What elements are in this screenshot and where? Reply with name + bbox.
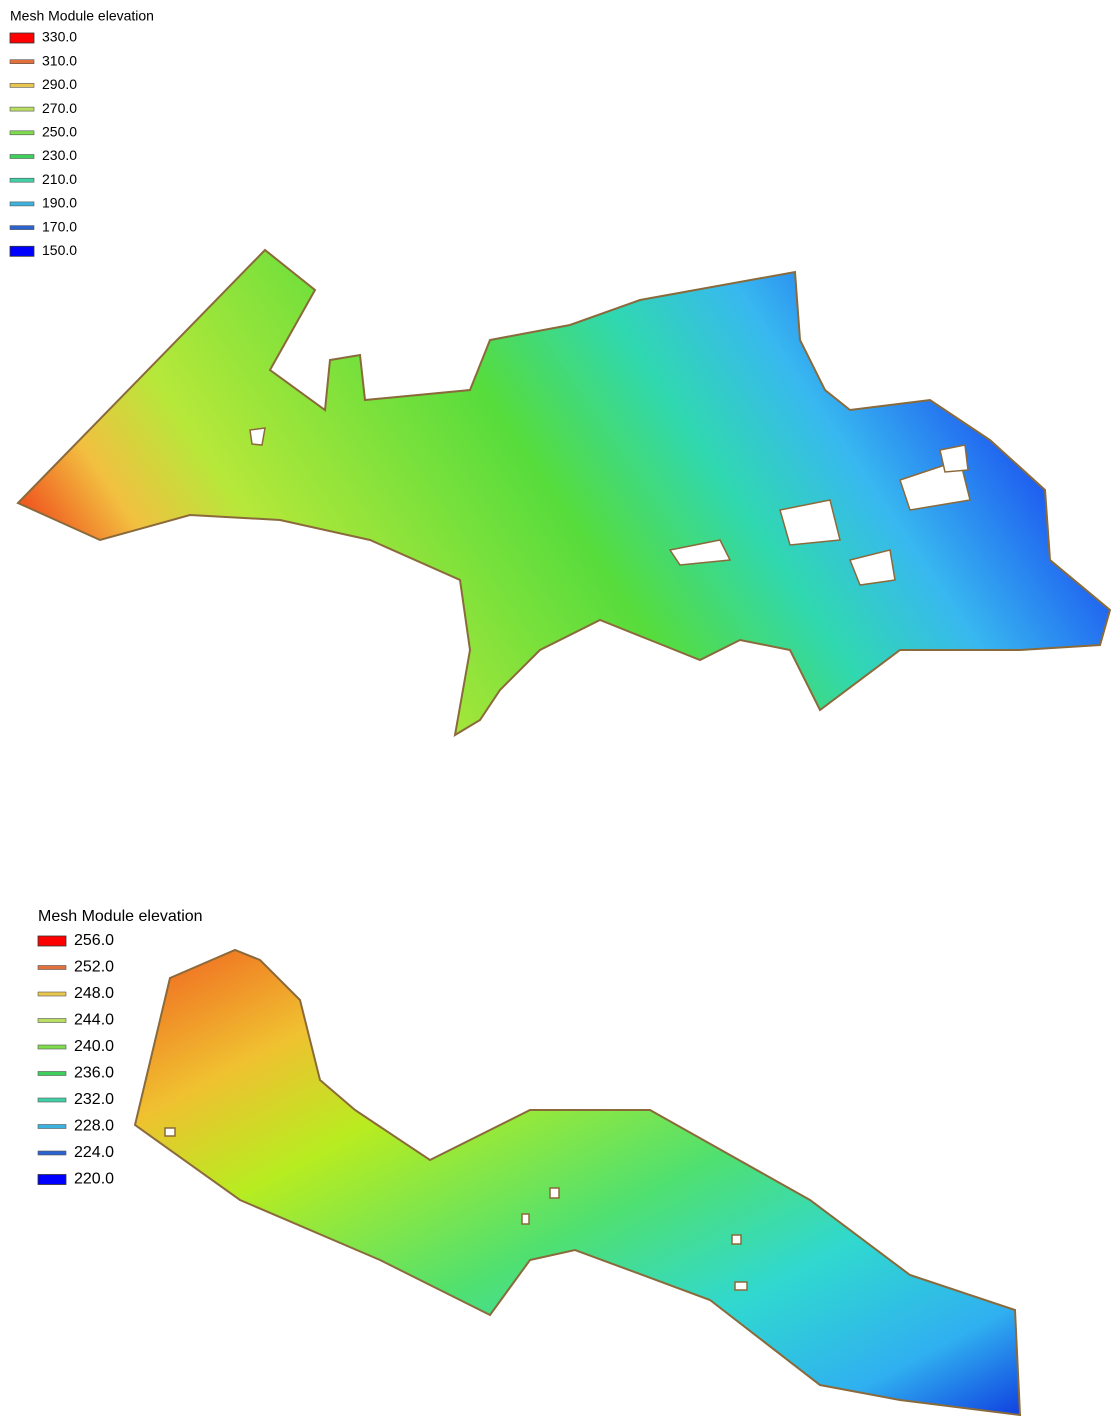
legend-swatch <box>38 936 66 946</box>
legend-swatch <box>10 155 34 159</box>
legend-label: 236.0 <box>74 1065 114 1082</box>
legend-swatch <box>10 178 34 182</box>
legend-label: 240.0 <box>74 1038 114 1055</box>
legend-swatch <box>10 131 34 135</box>
legend-label: 244.0 <box>74 1012 114 1029</box>
legend-label: 220.0 <box>74 1171 114 1188</box>
legend-title: Mesh Module elevation <box>38 908 203 925</box>
legend-swatch <box>10 60 34 64</box>
legend-label: 310.0 <box>42 52 77 68</box>
legend-swatch <box>38 1019 66 1023</box>
legend-swatch <box>10 202 34 206</box>
legend-label: 224.0 <box>74 1144 114 1161</box>
legend-label: 228.0 <box>74 1118 114 1135</box>
legend-swatch <box>38 992 66 996</box>
legend-label: 248.0 <box>74 985 114 1002</box>
legend-swatch <box>38 1098 66 1102</box>
legend-swatch <box>38 1125 66 1129</box>
legend-swatch <box>38 1151 66 1155</box>
legend-title: Mesh Module elevation <box>10 8 154 24</box>
legend-label: 252.0 <box>74 959 114 976</box>
legend-label: 256.0 <box>74 932 114 949</box>
legend-label: 170.0 <box>42 218 77 234</box>
legend-label: 232.0 <box>74 1091 114 1108</box>
legend-label: 210.0 <box>42 171 77 187</box>
page: Mesh Module elevation Mesh Module elevat… <box>0 0 1115 1416</box>
legend-swatch <box>10 33 34 43</box>
mesh-area <box>135 950 1020 1415</box>
legend-label: 190.0 <box>42 195 77 211</box>
legend-label: 250.0 <box>42 124 77 140</box>
legend-swatch <box>38 966 66 970</box>
legend-swatch <box>38 1045 66 1049</box>
legend-swatch <box>10 83 34 87</box>
legend-swatch <box>38 1072 66 1076</box>
legend-label: 270.0 <box>42 100 77 116</box>
legend-label: 150.0 <box>42 242 77 258</box>
legend-swatch <box>10 226 34 230</box>
legend-swatch <box>10 246 34 256</box>
legend-swatch <box>38 1175 66 1185</box>
legend-label: 330.0 <box>42 29 77 45</box>
legend-swatch <box>10 107 34 111</box>
legend-label: 230.0 <box>42 147 77 163</box>
map-view: Mesh Module elevation Mesh Module elevat… <box>0 0 1115 1416</box>
legend-label: 290.0 <box>42 76 77 92</box>
